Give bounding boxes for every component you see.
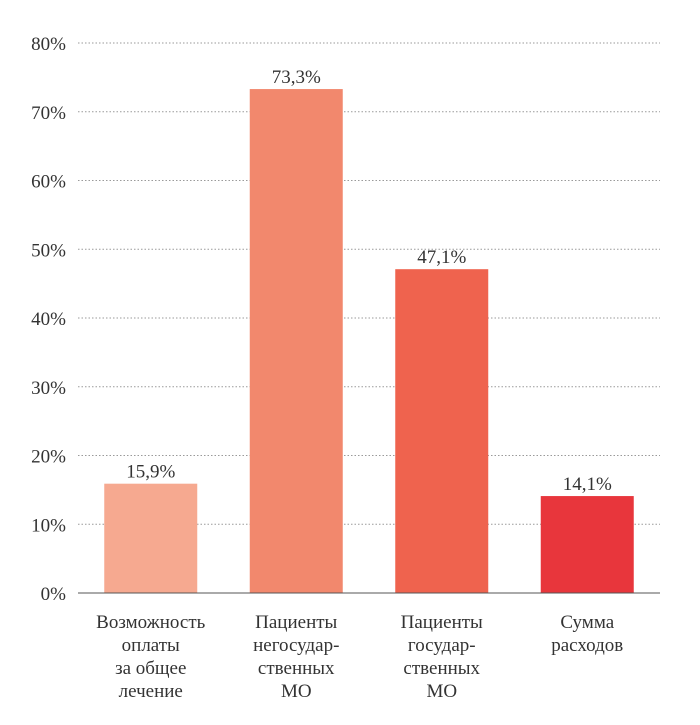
data-label: 73,3% <box>272 67 321 88</box>
gridlines <box>78 42 660 525</box>
bar <box>104 483 198 593</box>
data-label: 15,9% <box>126 462 175 483</box>
category-label-line: ственных <box>258 658 335 679</box>
category-label-line: МО <box>281 681 312 702</box>
y-tick-label: 20% <box>31 447 66 468</box>
data-label: 47,1% <box>417 247 466 268</box>
category-label-line: Пациенты <box>255 612 337 633</box>
y-tick-label: 70% <box>31 103 66 124</box>
bar <box>395 269 489 593</box>
data-label: 14,1% <box>563 474 612 495</box>
category-label: Сумма расходов <box>551 612 623 656</box>
category-label-line: государ- <box>408 635 476 656</box>
y-tick-label: 60% <box>31 172 66 193</box>
category-label-line: ственных <box>403 658 480 679</box>
y-tick-label: 80% <box>31 34 66 55</box>
category-label-line: оплаты <box>122 635 180 656</box>
category-label: Возможность оплаты за общее лечение <box>96 612 205 702</box>
y-axis-tick-labels: 0% 10% 20% 30% 40% 50% 60% 70% 80% <box>31 34 66 605</box>
data-labels: 15,9% 73,3% 47,1% 14,1% <box>126 67 612 495</box>
category-label-line: Возможность <box>96 612 205 633</box>
y-tick-label: 50% <box>31 240 66 261</box>
y-tick-label: 0% <box>41 584 67 605</box>
y-tick-label: 10% <box>31 515 66 536</box>
y-tick-label: 30% <box>31 378 66 399</box>
y-tick-label: 40% <box>31 309 66 330</box>
category-label-line: МО <box>426 681 457 702</box>
bar <box>540 496 634 593</box>
category-label: Пациенты государ-ственных МО <box>401 612 483 702</box>
category-label-line: расходов <box>551 635 623 656</box>
category-label-line: за общее <box>115 658 186 679</box>
category-label: Пациенты негосудар-ственных МО <box>253 612 339 702</box>
category-label-line: Пациенты <box>401 612 483 633</box>
bars <box>104 89 634 593</box>
bar <box>249 89 343 593</box>
category-label-line: лечение <box>119 681 183 702</box>
category-labels: Возможность оплаты за общее лечение Пациенты… <box>96 612 623 702</box>
category-label-line: Сумма <box>560 612 614 633</box>
category-label-line: негосудар- <box>253 635 339 656</box>
